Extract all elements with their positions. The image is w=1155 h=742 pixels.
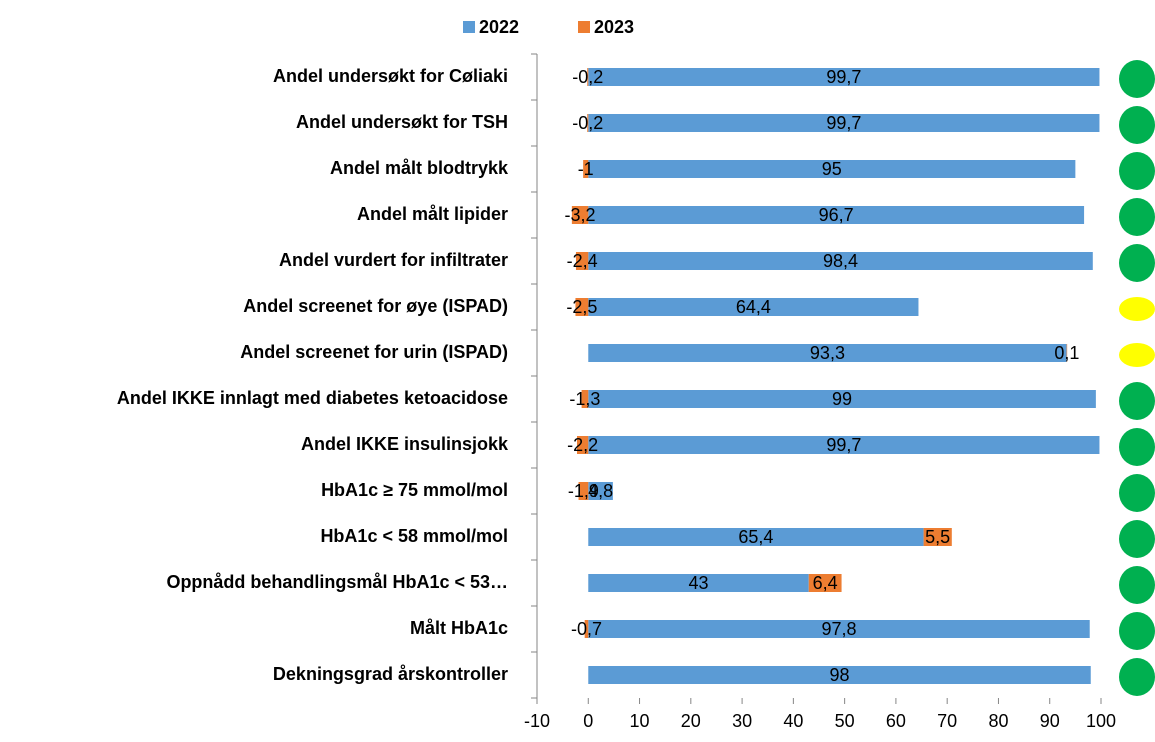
value-label: -0,2 — [572, 113, 603, 133]
x-tick-label: 50 — [835, 711, 855, 731]
value-label: 99,7 — [826, 113, 861, 133]
bar — [575, 298, 589, 316]
status-indicator — [1119, 612, 1155, 650]
status-indicator — [1119, 297, 1155, 321]
category-label: Målt HbA1c — [410, 618, 508, 638]
value-label: 65,4 — [738, 527, 773, 547]
value-label: -0,7 — [571, 619, 602, 639]
status-indicator — [1119, 198, 1155, 236]
value-label: 4,8 — [588, 481, 613, 501]
value-label: 95 — [822, 159, 842, 179]
value-label: -2,4 — [567, 251, 598, 271]
x-tick-label: 30 — [732, 711, 752, 731]
category-label: Andel IKKE innlagt med diabetes ketoacid… — [117, 388, 508, 408]
value-label: 96,7 — [819, 205, 854, 225]
value-label: -1 — [578, 159, 594, 179]
value-label: -3,2 — [565, 205, 596, 225]
bar — [588, 206, 1085, 224]
bar — [588, 666, 1091, 684]
bar — [588, 390, 1096, 408]
legend-label: 2023 — [594, 17, 634, 37]
category-label: Andel screenet for urin (ISPAD) — [240, 342, 508, 362]
bar — [588, 344, 1067, 362]
value-label: -2,2 — [567, 435, 598, 455]
status-indicator — [1119, 520, 1155, 558]
bar — [583, 160, 589, 178]
x-tick-label: 90 — [1040, 711, 1060, 731]
x-tick-label: 20 — [681, 711, 701, 731]
value-label: 64,4 — [736, 297, 771, 317]
bar — [578, 482, 589, 500]
bar — [588, 574, 809, 592]
bar — [588, 528, 924, 546]
status-indicator — [1119, 382, 1155, 420]
category-label: HbA1c < 58 mmol/mol — [320, 526, 508, 546]
x-tick-label: 0 — [583, 711, 593, 731]
bar — [588, 68, 1100, 86]
value-label: -0,2 — [572, 67, 603, 87]
value-label: 98 — [829, 665, 849, 685]
x-tick-label: 10 — [630, 711, 650, 731]
category-label: Andel målt blodtrykk — [330, 158, 509, 178]
bar — [923, 528, 952, 546]
category-label: Andel undersøkt for Cøliaki — [273, 66, 508, 86]
value-label: 43 — [688, 573, 708, 593]
legend-label: 2022 — [479, 17, 519, 37]
value-label: 5,5 — [925, 527, 950, 547]
bar — [588, 114, 1100, 132]
status-indicator — [1119, 474, 1155, 512]
x-tick-label: 80 — [988, 711, 1008, 731]
x-tick-label: 40 — [783, 711, 803, 731]
bar — [581, 390, 589, 408]
bar — [588, 298, 919, 316]
bar — [576, 436, 589, 454]
status-indicator — [1119, 244, 1155, 282]
status-indicator — [1119, 152, 1155, 190]
value-label: 99,7 — [826, 67, 861, 87]
bar — [588, 436, 1100, 454]
legend-swatch — [463, 21, 475, 33]
value-label: 97,8 — [821, 619, 856, 639]
value-label: -1,3 — [569, 389, 600, 409]
value-label: -2,5 — [566, 297, 597, 317]
x-tick-label: -10 — [524, 711, 550, 731]
category-label: Andel IKKE insulinsjokk — [301, 434, 509, 454]
bar — [575, 252, 589, 270]
bar — [587, 68, 589, 86]
value-label: 93,3 — [810, 343, 845, 363]
bar — [588, 160, 1076, 178]
bar — [808, 574, 842, 592]
status-indicator — [1119, 658, 1155, 696]
value-label: 99 — [832, 389, 852, 409]
bar — [1066, 344, 1068, 362]
status-indicator — [1119, 60, 1155, 98]
value-label: 98,4 — [823, 251, 858, 271]
x-tick-label: 70 — [937, 711, 957, 731]
bar — [588, 620, 1090, 638]
status-indicator — [1119, 566, 1155, 604]
x-tick-label: 60 — [886, 711, 906, 731]
category-label: Oppnådd behandlingsmål HbA1c < 53… — [166, 572, 508, 592]
value-label: 6,4 — [813, 573, 838, 593]
category-label: Andel målt lipider — [357, 204, 508, 224]
value-label: 0,1 — [1054, 343, 1079, 363]
category-label: Andel vurdert for infiltrater — [279, 250, 508, 270]
value-label: 99,7 — [826, 435, 861, 455]
value-label: -1,9 — [568, 481, 599, 501]
category-label: Andel screenet for øye (ISPAD) — [243, 296, 508, 316]
status-indicator — [1119, 343, 1155, 367]
bar — [588, 482, 613, 500]
bar — [588, 252, 1093, 270]
bar — [584, 620, 589, 638]
bar — [571, 206, 589, 224]
bar — [587, 114, 589, 132]
x-tick-label: 100 — [1086, 711, 1116, 731]
status-indicator — [1119, 428, 1155, 466]
status-indicator — [1119, 106, 1155, 144]
category-label: Andel undersøkt for TSH — [296, 112, 508, 132]
category-label: Dekningsgrad årskontroller — [273, 664, 508, 684]
legend-swatch — [578, 21, 590, 33]
category-label: HbA1c ≥ 75 mmol/mol — [321, 480, 508, 500]
